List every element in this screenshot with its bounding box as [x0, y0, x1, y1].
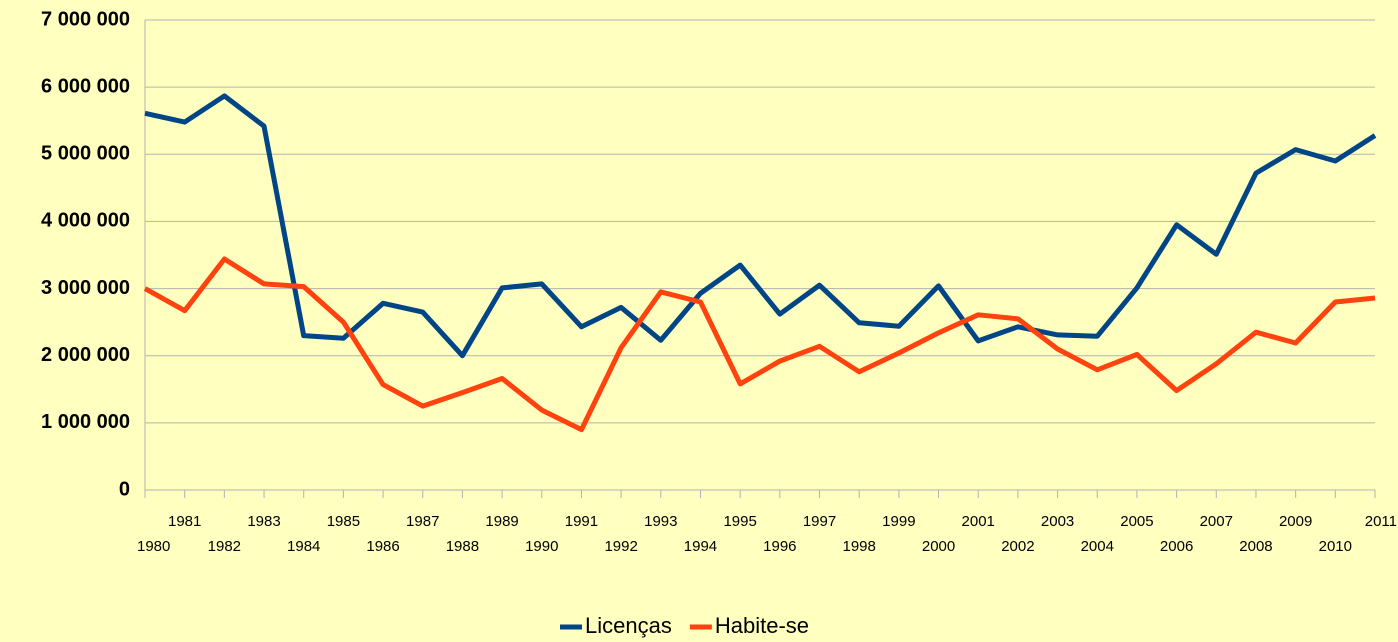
legend-label: Licenças: [585, 613, 672, 638]
x-tick-label: 2005: [1120, 513, 1153, 530]
x-tick-label: 1991: [565, 513, 598, 530]
x-tick-label: 1993: [644, 513, 677, 530]
y-tick-label: 5 000 000: [41, 143, 130, 165]
line-series: [143, 256, 1376, 433]
x-tick-label: 2002: [1001, 538, 1034, 555]
x-tick-label: 1983: [247, 513, 280, 530]
x-tick-label: 2009: [1279, 513, 1312, 530]
x-tick-label: 2007: [1200, 513, 1233, 530]
x-tick-label: 1986: [366, 538, 399, 555]
y-tick-label: 2 000 000: [41, 344, 130, 366]
x-tick-label: 1982: [208, 538, 241, 555]
x-tick-label: 1980: [137, 538, 170, 555]
y-tick-label: 4 000 000: [41, 210, 130, 232]
y-tick-label: 1 000 000: [41, 411, 130, 433]
x-tick-label: 1994: [684, 538, 717, 555]
x-tick-label: 2010: [1319, 538, 1352, 555]
line-series: [144, 93, 1377, 359]
x-tick-label: 1984: [287, 538, 320, 555]
y-tick-label: 0: [119, 478, 130, 500]
legend-label: Habite-se: [715, 613, 809, 638]
y-tick-label: 6 000 000: [41, 75, 130, 97]
x-tick-label: 1985: [327, 513, 360, 530]
x-tick-label: 1996: [763, 538, 796, 555]
y-tick-label: 7 000 000: [41, 8, 130, 30]
y-tick-label: 3 000 000: [41, 277, 130, 299]
x-tick-label: 2000: [922, 538, 955, 555]
x-tick-label: 1997: [803, 513, 836, 530]
x-tick-label: 1992: [604, 538, 637, 555]
x-tick-label: 1988: [446, 538, 479, 555]
x-tick-label: 1995: [723, 513, 756, 530]
x-tick-label: 2008: [1239, 538, 1272, 555]
x-tick-label: 2001: [962, 513, 995, 530]
x-tick-label: 1981: [168, 513, 201, 530]
x-tick-label: 1999: [882, 513, 915, 530]
x-tick-label: 2011: [1365, 513, 1397, 530]
x-tick-label: 2003: [1041, 513, 1074, 530]
x-tick-label: 1989: [485, 513, 518, 530]
x-tick-label: 2004: [1081, 538, 1114, 555]
x-tick-label: 1990: [525, 538, 558, 555]
x-tick-label: 1987: [406, 513, 439, 530]
x-tick-label: 2006: [1160, 538, 1193, 555]
x-tick-label: 1998: [843, 538, 876, 555]
